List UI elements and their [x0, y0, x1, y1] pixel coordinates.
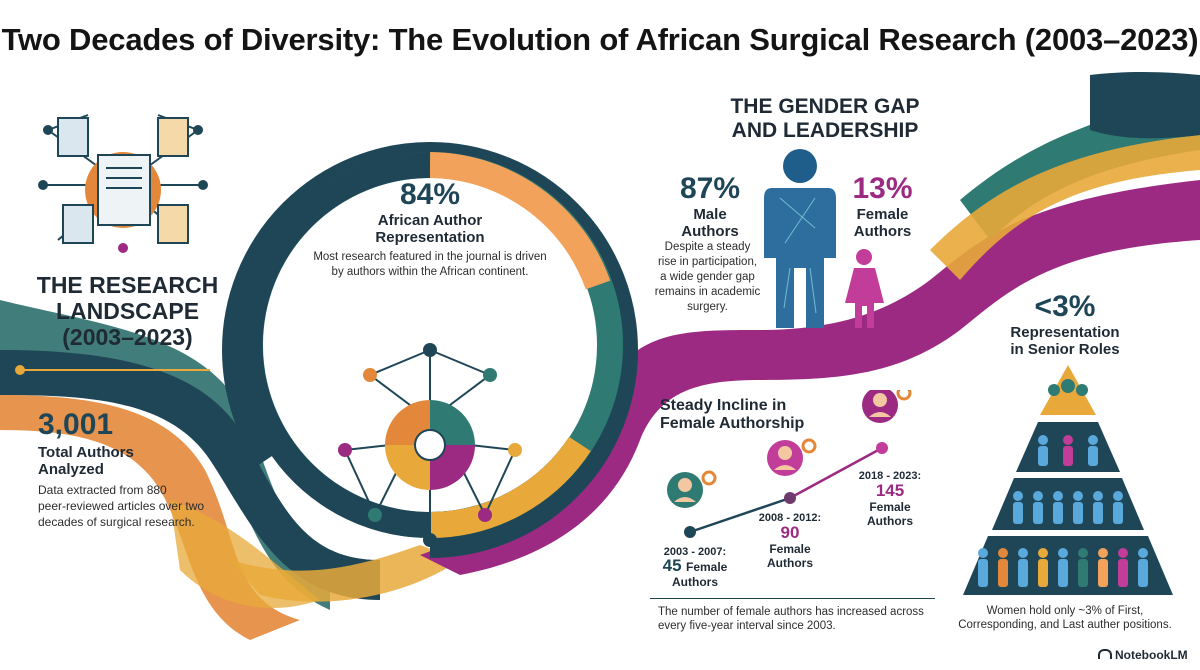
senior-label-line: in Senior Roles [1010, 341, 1120, 358]
woman-avatar-icon [862, 390, 912, 423]
female-label-line: Female [856, 206, 909, 223]
incline-period: 2008 - 2012: [758, 512, 822, 524]
incline-point [684, 526, 696, 538]
landscape-heading-line: THE RESEARCH [36, 272, 219, 298]
incline-point-label: 2003 - 2007: 45 Female Authors [650, 546, 740, 589]
male-label-line: Male [693, 206, 727, 223]
african-description-line: by authors within the African continent. [331, 266, 529, 278]
gender-description-line: a wide gender gap [660, 271, 755, 283]
incline-point [876, 442, 888, 454]
senior-label: Representation in Senior Roles [975, 324, 1155, 358]
incline-period: 2003 - 2007: [663, 546, 727, 558]
incline-point [784, 492, 796, 504]
african-description: Most research featured in the journal is… [280, 250, 580, 280]
incline-label: Female [686, 560, 728, 574]
incline-value-row: 45 Female [650, 556, 740, 575]
senior-description: Women hold only ~3% of First, Correspond… [950, 604, 1180, 632]
incline-description-line: The number of female authors has increas… [658, 606, 924, 618]
male-stat: 87% Male Authors [665, 172, 755, 240]
incline-divider [650, 598, 935, 599]
african-label-line: African Author [377, 212, 483, 229]
notebook-logo-icon [1098, 649, 1112, 659]
incline-point-label: 2008 - 2012: 90 Female Authors [745, 512, 835, 570]
landscape-description-line: peer-reviewed articles over two [38, 499, 205, 513]
incline-label: Female [769, 542, 811, 556]
male-value: 87% [679, 172, 741, 205]
incline-heading: Steady Incline in Female Authorship [660, 397, 804, 433]
african-description-line: Most research featured in the journal is… [313, 251, 547, 263]
page-title: Two Decades of Diversity: The Evolution … [1, 22, 1199, 57]
gender-heading-line: THE GENDER GAP [730, 95, 920, 118]
female-label-line: Authors [853, 223, 912, 240]
female-figure-icon [845, 249, 884, 328]
incline-label: Authors [867, 514, 913, 528]
brand-label: NotebookLM [1098, 648, 1188, 662]
incline-heading-line: Female Authorship [660, 415, 805, 432]
gender-description-line: surgery. [687, 301, 728, 313]
landscape-heading: THE RESEARCH LANDSCAPE (2003–2023) [25, 272, 230, 350]
landscape-description-line: decades of surgical research. [38, 515, 195, 529]
african-label-line: Representation [375, 229, 485, 246]
total-authors-label-line: Analyzed [38, 461, 104, 478]
senior-description-line: Women hold only ~3% of First, [986, 605, 1144, 617]
total-authors-label-line: Total Authors [38, 444, 134, 461]
senior-description-line: Corresponding, and Last auther positions… [958, 619, 1172, 631]
gender-description: Despite a steady rise in participation, … [650, 240, 765, 315]
incline-label: Female [869, 500, 911, 514]
woman-avatar-icon [767, 438, 817, 476]
incline-value: 90 [780, 523, 800, 542]
african-value: 84% [399, 178, 461, 211]
senior-stat: <3% Representation in Senior Roles [975, 290, 1155, 358]
female-value: 13% [852, 172, 913, 205]
male-label: Male Authors [665, 206, 755, 240]
incline-heading-line: Steady Incline in [660, 397, 787, 414]
landscape-heading-line: LANDSCAPE [55, 298, 200, 324]
female-stat: 13% Female Authors [840, 172, 925, 240]
incline-description: The number of female authors has increas… [658, 605, 924, 633]
incline-line-chart [667, 390, 912, 538]
woman-avatar-icon [667, 470, 717, 508]
total-authors-value: 3,001 [38, 408, 114, 441]
incline-description-line: every five-year interval since 2003. [658, 620, 836, 632]
male-label-line: Authors [681, 223, 739, 240]
incline-period: 2018 - 2023: [858, 470, 922, 482]
gender-description-line: rise in participation, [657, 256, 758, 268]
african-label: African Author Representation [280, 212, 580, 246]
incline-point-label: 2018 - 2023: 145 Female Authors [845, 470, 935, 528]
gender-description-line: remains in academic [654, 286, 761, 298]
gender-heading-line: AND LEADERSHIP [731, 119, 919, 142]
incline-label: Authors [672, 575, 718, 589]
network-documents-icon [38, 114, 208, 253]
landscape-heading-line: (2003–2023) [62, 324, 193, 350]
brand-text: NotebookLM [1115, 648, 1188, 662]
total-authors-label: Total Authors Analyzed [38, 444, 134, 478]
incline-value: 45 [662, 556, 682, 575]
female-label: Female Authors [840, 206, 925, 240]
male-figure-icon [764, 149, 836, 328]
senior-value: <3% [1034, 290, 1096, 323]
pyramid-people-icon [963, 365, 1173, 595]
incline-label: Authors [767, 556, 813, 570]
gender-heading: THE GENDER GAP AND LEADERSHIP [690, 95, 960, 143]
african-share-donut [236, 152, 623, 547]
landscape-description: Data extracted from 880 peer-reviewed ar… [38, 482, 204, 530]
senior-label-line: Representation [1010, 324, 1120, 341]
landscape-description-line: Data extracted from 880 [38, 483, 167, 497]
gender-description-line: Despite a steady [664, 241, 751, 253]
incline-value: 145 [875, 481, 905, 500]
african-representation: 84% African Author Representation Most r… [280, 178, 580, 280]
network-globe-icon [338, 343, 522, 547]
